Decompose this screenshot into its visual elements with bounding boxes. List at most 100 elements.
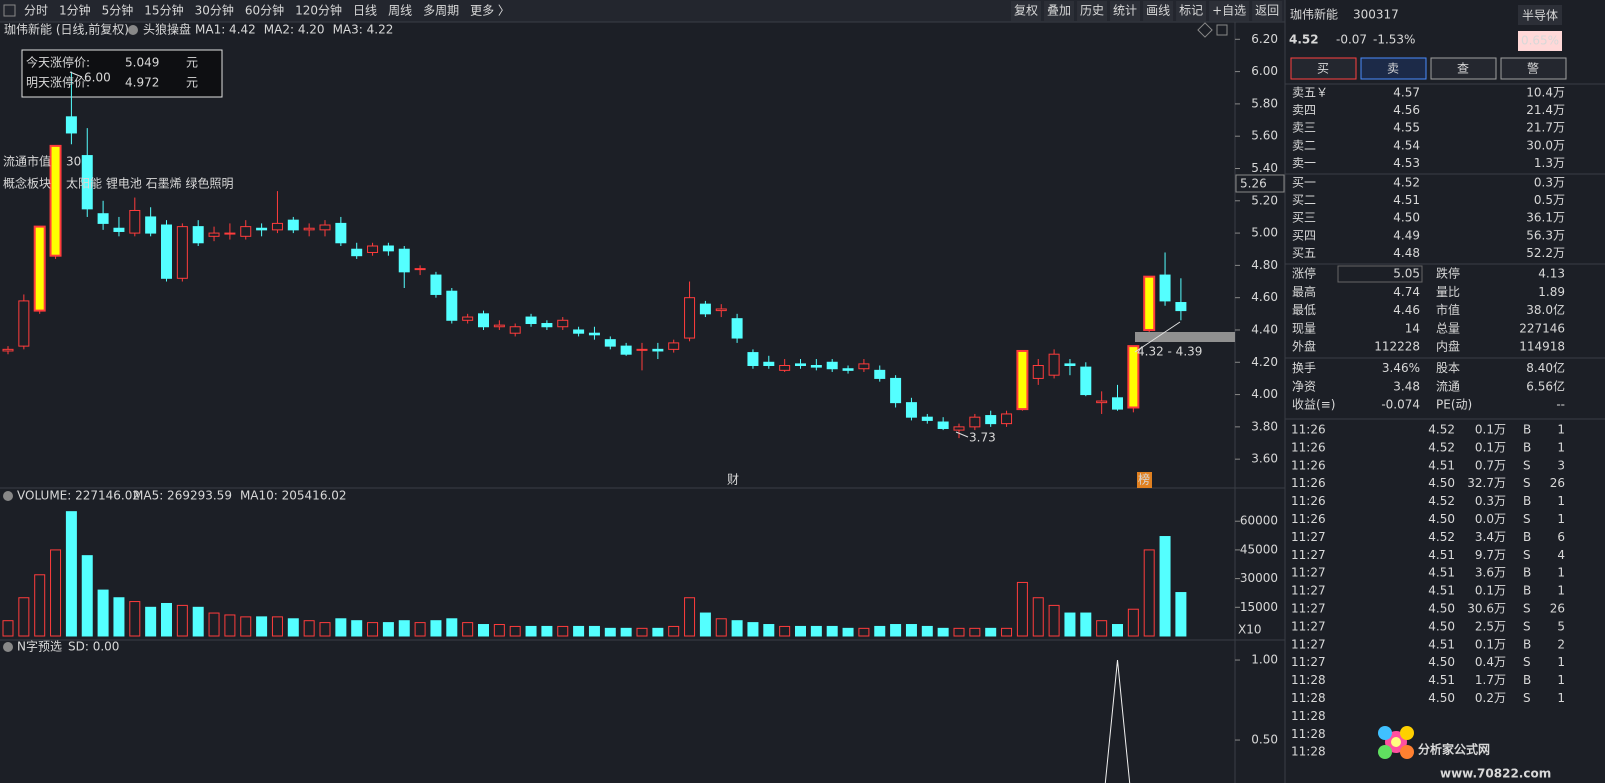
period-tab[interactable]: 更多 〉 xyxy=(470,4,510,18)
tick-volume: 32.7万 xyxy=(1467,476,1506,490)
period-tab[interactable]: 5分钟 xyxy=(102,3,134,18)
trade-button[interactable] xyxy=(1360,57,1427,80)
toolbar-button[interactable]: 返回 xyxy=(1255,4,1279,18)
watermark-flower xyxy=(1378,726,1414,759)
tick-side: S xyxy=(1523,691,1531,705)
volume-bar xyxy=(620,627,632,637)
ma-label: MA5: 269293.59 xyxy=(133,489,232,503)
book-volume: 21.7万 xyxy=(1526,121,1565,135)
info-box xyxy=(21,49,223,98)
y-tick-label: 4.00 xyxy=(1251,387,1278,401)
info-value: 5.049 xyxy=(125,56,159,70)
volume-bar xyxy=(34,574,46,637)
volume-bar xyxy=(81,555,93,637)
period-tab[interactable]: 周线 xyxy=(388,4,412,18)
candle-body xyxy=(176,226,188,279)
menu-icon[interactable] xyxy=(3,4,16,17)
tick-count: 1 xyxy=(1557,494,1565,508)
tick-side: B xyxy=(1523,584,1531,598)
volume-bar xyxy=(493,624,505,637)
pane-icon[interactable] xyxy=(128,25,138,35)
y-tick-label: 4.20 xyxy=(1251,355,1278,369)
volume-bar xyxy=(763,624,775,637)
candle-body xyxy=(795,363,806,367)
trade-button-label[interactable]: 买 xyxy=(1317,62,1329,76)
trade-button[interactable] xyxy=(1500,57,1567,80)
candle-body xyxy=(1064,363,1076,367)
toolbar-button[interactable]: +自选 xyxy=(1212,4,1246,18)
tick-volume: 30.6万 xyxy=(1467,602,1506,616)
volume-bar xyxy=(699,612,711,637)
period-tab[interactable]: 1分钟 xyxy=(59,3,91,18)
period-tab[interactable]: 分时 xyxy=(24,4,48,18)
trade-button-label[interactable]: 查 xyxy=(1457,62,1469,76)
candle-body xyxy=(1032,365,1044,379)
period-tab[interactable]: 30分钟 xyxy=(195,3,234,18)
info-label: 明天涨停价: xyxy=(26,75,90,90)
pane-button[interactable] xyxy=(1197,22,1213,38)
tick-side: S xyxy=(1523,512,1531,526)
tick-volume: 0.2万 xyxy=(1475,691,1506,705)
period-tab[interactable]: 15分钟 xyxy=(144,3,183,18)
stat-label: 量比 xyxy=(1436,285,1460,299)
tick-side: B xyxy=(1523,637,1531,651)
candle-body xyxy=(303,227,315,231)
period-tab[interactable]: 日线 xyxy=(353,4,377,18)
period-tab[interactable]: 多周期 xyxy=(423,4,459,18)
candle-body xyxy=(33,225,46,312)
book-price: 4.48 xyxy=(1393,246,1420,260)
trade-button-label[interactable]: 警 xyxy=(1527,61,1539,76)
volume-bar xyxy=(1112,624,1123,637)
stat-value: 227146 xyxy=(1519,321,1565,335)
volume-bar xyxy=(573,625,585,637)
toolbar-button[interactable]: 统计 xyxy=(1113,4,1137,18)
book-label: 卖四 xyxy=(1292,103,1316,117)
y-tick-label: 5.00 xyxy=(1251,226,1278,240)
tick-volume: 0.1万 xyxy=(1475,584,1506,598)
trade-button-label[interactable]: 卖 xyxy=(1387,62,1399,76)
book-price: 4.57 xyxy=(1393,86,1420,100)
period-tab[interactable]: 120分钟 xyxy=(295,3,342,18)
toolbar-button[interactable]: 历史 xyxy=(1080,4,1104,18)
volume-bar xyxy=(874,625,886,637)
pane-button[interactable] xyxy=(1216,24,1228,36)
stat-label: 净资 xyxy=(1292,379,1316,393)
toolbar-button[interactable]: 画线 xyxy=(1146,4,1170,18)
tick-price: 4.51 xyxy=(1428,548,1455,562)
toolbar-button[interactable]: 标记 xyxy=(1179,4,1203,18)
volume-bar xyxy=(795,625,806,637)
candle-body xyxy=(890,377,902,404)
tick-time: 11:28 xyxy=(1291,709,1326,723)
volume-bar xyxy=(1032,597,1044,637)
tick-side: S xyxy=(1523,602,1531,616)
candle-body xyxy=(414,268,426,271)
volume-bar xyxy=(18,597,30,637)
volume-bar xyxy=(382,622,394,637)
candle-body xyxy=(557,319,569,328)
stat-label: 内盘 xyxy=(1436,339,1460,354)
volume-bar xyxy=(953,627,965,637)
volume-bar xyxy=(1143,549,1155,637)
stock-name: 珈伟新能 xyxy=(1290,7,1338,22)
trade-button[interactable] xyxy=(1430,57,1497,80)
annotation-arrow xyxy=(69,71,83,78)
y-tick-label: 5.80 xyxy=(1251,96,1278,110)
period-tab[interactable]: 60分钟 xyxy=(245,3,284,18)
book-label: 买一 xyxy=(1292,176,1316,190)
tick-side: B xyxy=(1523,494,1531,508)
tick-time: 11:28 xyxy=(1291,691,1326,705)
limit-box xyxy=(1337,265,1423,283)
volume-bar xyxy=(985,627,997,637)
candle-body xyxy=(684,297,696,339)
y-tick-label: 1.00 xyxy=(1251,653,1278,667)
toolbar-button[interactable]: 复权 xyxy=(1014,4,1038,18)
toolbar-button[interactable]: 叠加 xyxy=(1047,4,1071,18)
cursor-label: 5.26 xyxy=(1240,177,1267,191)
trade-button[interactable] xyxy=(1290,57,1357,80)
tick-side: S xyxy=(1523,476,1531,490)
pane-icon[interactable] xyxy=(3,642,13,652)
y-tick-label: 0.50 xyxy=(1251,733,1278,747)
volume-bar xyxy=(271,616,283,637)
pane-icon[interactable] xyxy=(3,491,13,501)
stat-label: 外盘 xyxy=(1292,339,1316,354)
